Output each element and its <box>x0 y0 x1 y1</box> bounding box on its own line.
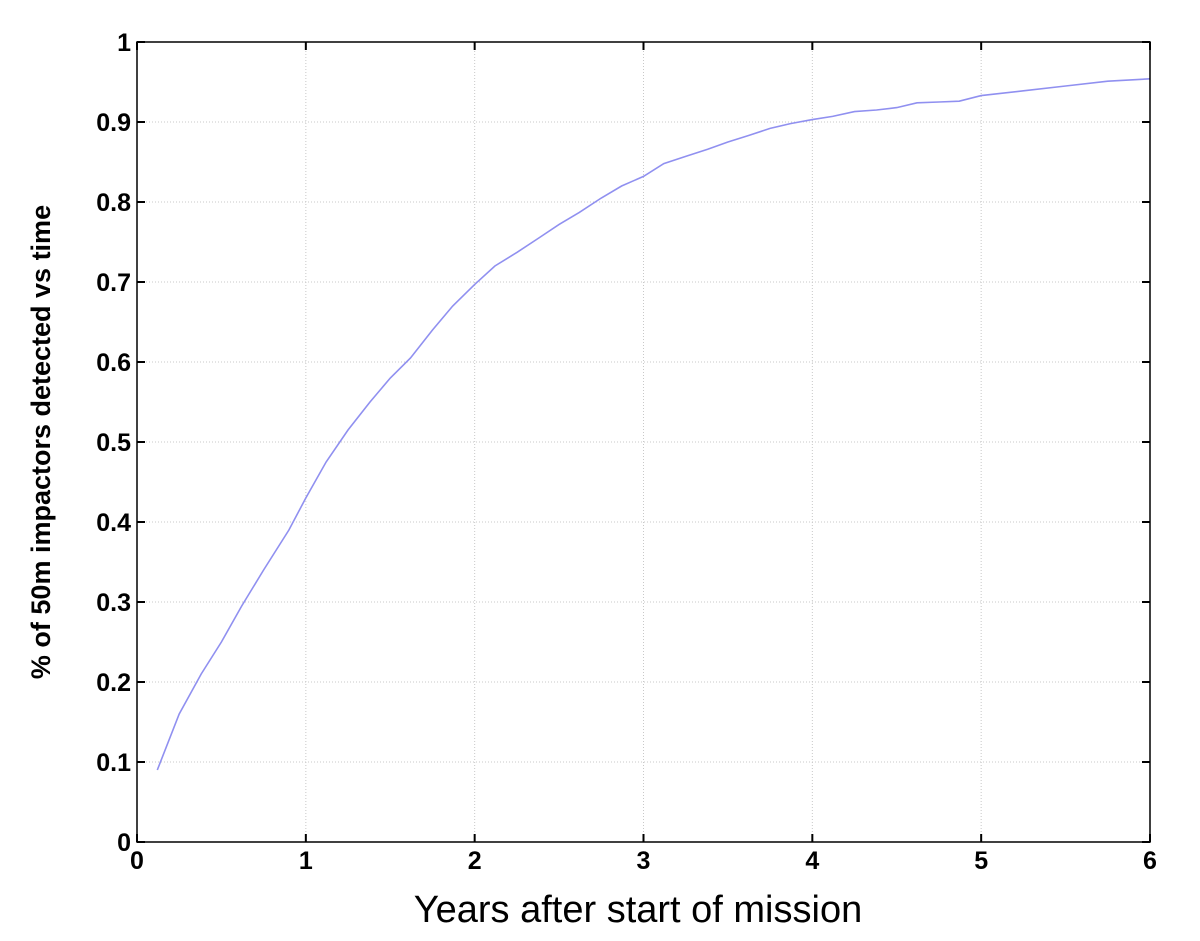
x-tick-labels: 0 1 2 3 4 5 6 <box>130 847 1157 875</box>
plot-area-frame <box>136 41 1151 843</box>
y-tick-label: 0.4 <box>96 509 131 537</box>
x-tick-label: 1 <box>299 847 313 875</box>
y-tick-labels: 0 0.1 0.2 0.3 0.4 0.5 0.6 0.7 0.8 0.9 1 <box>96 29 131 857</box>
series-line <box>156 78 1151 771</box>
y-tick-label: 0.2 <box>96 669 131 697</box>
y-tick-label: 0.7 <box>96 269 131 297</box>
y-axis-label: % of 50m impactors detected vs time <box>26 205 56 679</box>
series-group <box>156 78 1151 771</box>
y-tick-label: 0.6 <box>96 349 131 377</box>
y-tick-label: 0.1 <box>96 749 131 777</box>
x-tick-label: 5 <box>974 847 988 875</box>
y-tick-label: 0.5 <box>96 429 131 457</box>
x-tick-label: 0 <box>130 847 144 875</box>
y-tick-label: 0 <box>117 829 131 857</box>
x-tick-label: 4 <box>805 847 819 875</box>
tick-marks <box>136 41 1151 843</box>
x-tick-label: 2 <box>468 847 482 875</box>
x-tick-label: 6 <box>1143 847 1157 875</box>
x-tick-label: 3 <box>637 847 651 875</box>
y-tick-label: 0.3 <box>96 589 131 617</box>
y-tick-label: 0.9 <box>96 109 131 137</box>
grid-lines <box>137 42 1150 842</box>
y-tick-label: 1 <box>117 29 131 57</box>
y-tick-label: 0.8 <box>96 189 131 217</box>
x-axis-label: Years after start of mission <box>414 889 862 931</box>
